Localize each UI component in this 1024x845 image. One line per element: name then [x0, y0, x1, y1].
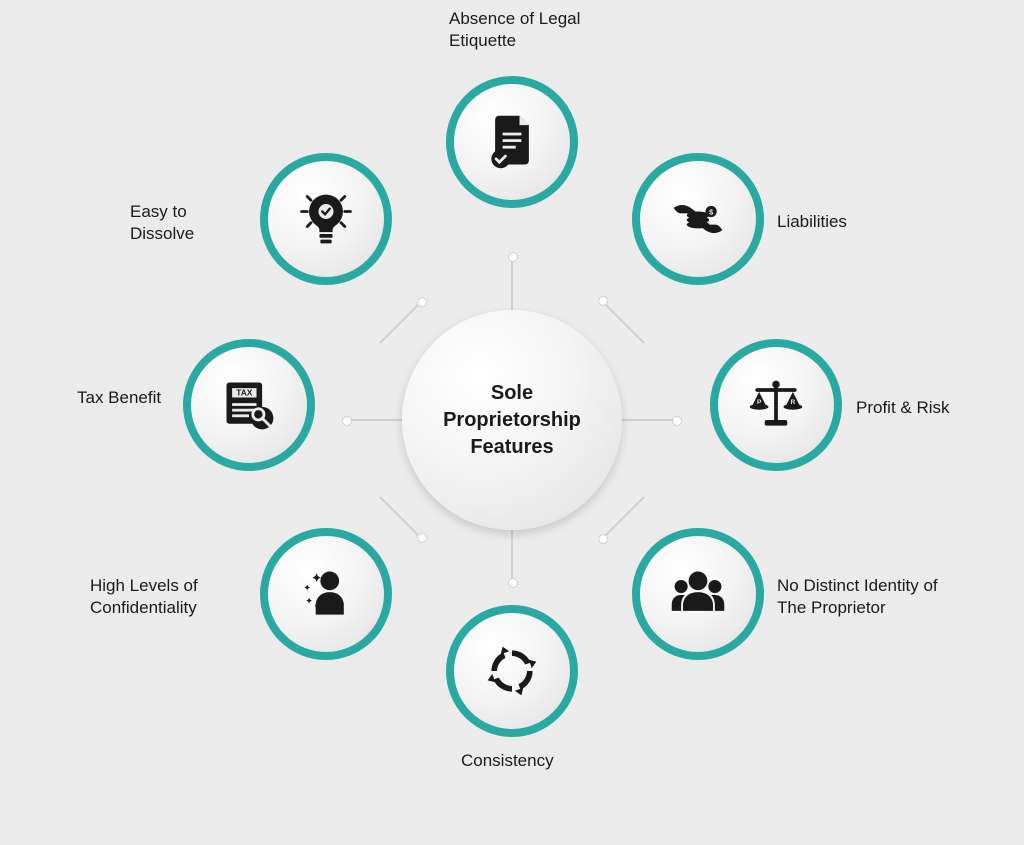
feature-label-tax: Tax Benefit: [77, 387, 167, 409]
feature-label-identity: No Distinct Identity of The Proprietor: [777, 575, 957, 619]
feature-label-confidential: High Levels of Confidentiality: [90, 575, 250, 619]
feature-label-liabilities: Liabilities: [777, 211, 937, 233]
spoke-ur: [601, 300, 645, 344]
feature-ring: [632, 528, 764, 660]
svg-text:TAX: TAX: [236, 388, 253, 398]
center-title: Sole Proprietorship Features: [402, 380, 622, 461]
feature-label-consistency: Consistency: [461, 750, 621, 772]
bulb-check-icon: [296, 189, 356, 249]
radial-diagram: .spoke[data-name="spoke-top"]::after { l…: [0, 0, 1024, 845]
people-icon: [668, 564, 728, 624]
feature-ring: [260, 153, 392, 285]
spoke-right: [620, 419, 678, 421]
feature-label-dissolve: Easy to Dissolve: [130, 201, 240, 245]
tax-icon: TAX: [219, 375, 279, 435]
hands-money-icon: $: [668, 189, 728, 249]
feature-ring: [446, 76, 578, 208]
feature-legal: [446, 76, 578, 208]
feature-confidential: [260, 528, 392, 660]
spoke-ul: [379, 300, 423, 344]
feature-label-profit-risk: Profit & Risk: [856, 397, 996, 419]
spoke-left: [346, 419, 404, 421]
center-node: Sole Proprietorship Features: [402, 310, 622, 530]
feature-tax: TAX: [183, 339, 315, 471]
spoke-top: [511, 256, 513, 312]
feature-ring: [446, 605, 578, 737]
magic-person-icon: [296, 564, 356, 624]
feature-liabilities: $: [632, 153, 764, 285]
svg-text:P: P: [757, 399, 762, 406]
feature-ring: [260, 528, 392, 660]
svg-text:R: R: [791, 399, 796, 406]
feature-ring: PR: [710, 339, 842, 471]
feature-profit-risk: PR: [710, 339, 842, 471]
feature-ring: TAX: [183, 339, 315, 471]
feature-dissolve: [260, 153, 392, 285]
feature-ring: $: [632, 153, 764, 285]
cycle-icon: [482, 641, 542, 701]
spoke-bottom: [511, 528, 513, 584]
feature-consistency: [446, 605, 578, 737]
scales-icon: PR: [746, 375, 806, 435]
document-check-icon: [482, 112, 542, 172]
feature-label-legal: Absence of Legal Etiquette: [449, 8, 619, 52]
feature-identity: [632, 528, 764, 660]
